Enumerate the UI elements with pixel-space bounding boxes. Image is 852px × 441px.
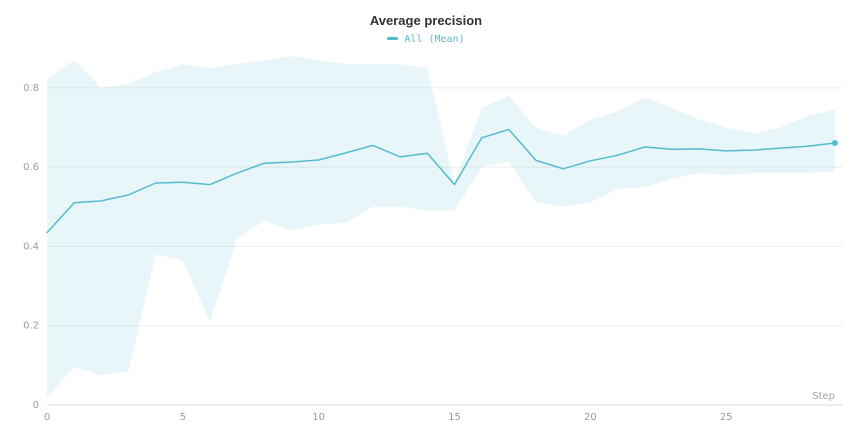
y-tick-label: 0	[33, 400, 39, 411]
mean-line-series[interactable]	[46, 128, 836, 234]
chart-legend[interactable]: All (Mean)	[0, 34, 852, 46]
x-tick-label: 5	[180, 412, 186, 423]
x-axis-label: Step	[812, 391, 835, 402]
x-tick-label: 20	[584, 412, 597, 423]
last-point-marker[interactable]	[831, 139, 838, 146]
legend-label: All (Mean)	[404, 34, 465, 45]
y-tick-label: 0.6	[23, 162, 39, 173]
x-tick-label: 10	[312, 412, 325, 423]
x-tick-label: 25	[720, 412, 733, 423]
y-tick-label: 0.4	[23, 241, 39, 252]
legend-line-swatch	[387, 37, 399, 40]
x-tick-label: 15	[448, 412, 461, 423]
y-tick-label: 0.2	[23, 321, 39, 332]
y-tick-label: 0.8	[23, 83, 39, 94]
x-tick-label: 0	[44, 412, 50, 423]
minmax-band-area	[47, 56, 835, 398]
chart-title: Average precision	[369, 13, 483, 28]
